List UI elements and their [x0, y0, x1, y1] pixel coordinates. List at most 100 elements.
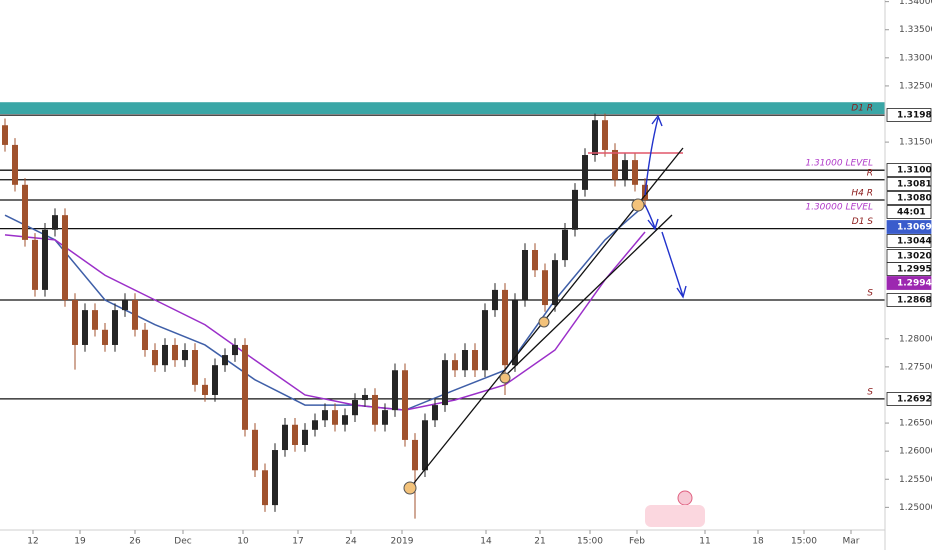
candle-body — [162, 344, 168, 366]
level-label: D1 R — [851, 104, 873, 114]
axes: 1.34000 1.33500 1.33000 1.32500 1.31500 1.280… — [27, 0, 932, 547]
touch-marker — [499, 372, 511, 384]
candle-body — [542, 270, 548, 306]
candle-body — [222, 355, 228, 366]
x-tick-label: 21 — [534, 537, 545, 547]
trendline — [502, 214, 673, 379]
candle-body — [102, 329, 108, 345]
candle-body — [612, 149, 618, 180]
price-badge — [886, 392, 932, 406]
candle-body — [112, 310, 118, 345]
price-badge-label: 1.28686 — [897, 296, 932, 306]
x-tick-label: 24 — [345, 537, 357, 547]
candle-body — [292, 424, 298, 445]
resistance-zone — [0, 102, 885, 115]
price-badge — [886, 262, 932, 276]
candle-body — [132, 300, 138, 330]
candle-body — [502, 289, 508, 366]
candle-body — [72, 300, 78, 345]
candle-body — [382, 410, 388, 425]
candle-body — [12, 144, 18, 185]
candle-body — [402, 370, 408, 440]
price-badge — [886, 234, 932, 248]
candle-body — [212, 365, 218, 395]
moving-average — [4, 231, 646, 411]
price-badge-label: 1.29943 — [897, 279, 932, 289]
x-tick-label: 17 — [292, 537, 303, 547]
level-label: 1.30000 LEVEL — [805, 203, 873, 213]
candle-body — [82, 310, 88, 345]
price-badge — [886, 293, 932, 307]
y-tick-label: 1.33000 — [899, 53, 932, 63]
candle-body — [472, 350, 478, 371]
price-badge-label: 1.31000 — [897, 166, 932, 176]
touch-marker — [631, 198, 645, 212]
widget — [645, 505, 705, 527]
candle-body — [442, 360, 448, 406]
price-badge-label: 1.30696 — [897, 223, 932, 233]
y-tick-label: 1.26500 — [899, 419, 932, 429]
x-tick-label: 14 — [480, 537, 492, 547]
price-badge-label: 1.30448 — [897, 237, 932, 247]
price-badge-label: 1.31982 — [897, 111, 932, 121]
y-tick-label: 1.33500 — [899, 25, 932, 35]
x-tick-label: 12 — [27, 537, 38, 547]
candle-body — [512, 300, 518, 366]
candle-body — [372, 394, 378, 425]
x-tick-label: Dec — [174, 537, 191, 547]
candle-body — [182, 350, 188, 361]
candle-body — [32, 239, 38, 290]
candle-body — [552, 260, 558, 306]
arrow-down — [644, 204, 659, 231]
x-tick-label: 11 — [699, 537, 710, 547]
candle-body — [92, 310, 98, 330]
candle-body — [532, 249, 538, 271]
candle-body — [242, 344, 248, 430]
candle-body — [482, 310, 488, 371]
candle-body — [252, 429, 258, 471]
candle-body — [452, 360, 458, 371]
arrow-down — [661, 231, 687, 299]
candle-body — [332, 410, 338, 425]
y-tick-label: 1.25000 — [899, 503, 932, 513]
price-badge — [886, 276, 932, 290]
candle-body — [392, 370, 398, 411]
candle-body — [602, 120, 608, 150]
price-badge — [886, 108, 932, 122]
level-label: D1 S — [852, 217, 874, 227]
candle-body — [412, 439, 418, 471]
x-tick-label: 15:00 — [577, 537, 603, 547]
candle-body — [352, 400, 358, 416]
price-badge — [886, 191, 932, 205]
candle-body — [522, 249, 528, 301]
x-tick-label: 26 — [129, 537, 141, 547]
candle-body — [202, 384, 208, 395]
candle-body — [52, 215, 58, 230]
candle-body — [62, 215, 68, 301]
x-tick-label: 18 — [752, 537, 764, 547]
price-badge-label: 1.30800 — [897, 194, 932, 204]
candle-body — [282, 424, 288, 451]
candle-body — [572, 189, 578, 230]
touch-marker — [403, 481, 417, 495]
candle-body — [562, 229, 568, 261]
candle-body — [122, 300, 128, 311]
candle-body — [312, 420, 318, 430]
y-tick-label: 1.31500 — [899, 138, 932, 148]
candle-body — [632, 160, 638, 185]
candle-body — [42, 229, 48, 290]
candle-body — [192, 350, 198, 385]
y-tick-label: 1.28000 — [899, 334, 932, 344]
price-badge-label: 1.30208 — [897, 252, 932, 262]
candle-body — [462, 350, 468, 371]
candle-body — [152, 350, 158, 366]
price-badge-label: 44:01 — [897, 208, 926, 218]
level-label: S — [867, 289, 873, 299]
price-badge — [886, 220, 932, 234]
y-tick-label: 1.27500 — [899, 362, 932, 372]
candle-body — [232, 344, 238, 356]
candle-body — [302, 429, 308, 445]
